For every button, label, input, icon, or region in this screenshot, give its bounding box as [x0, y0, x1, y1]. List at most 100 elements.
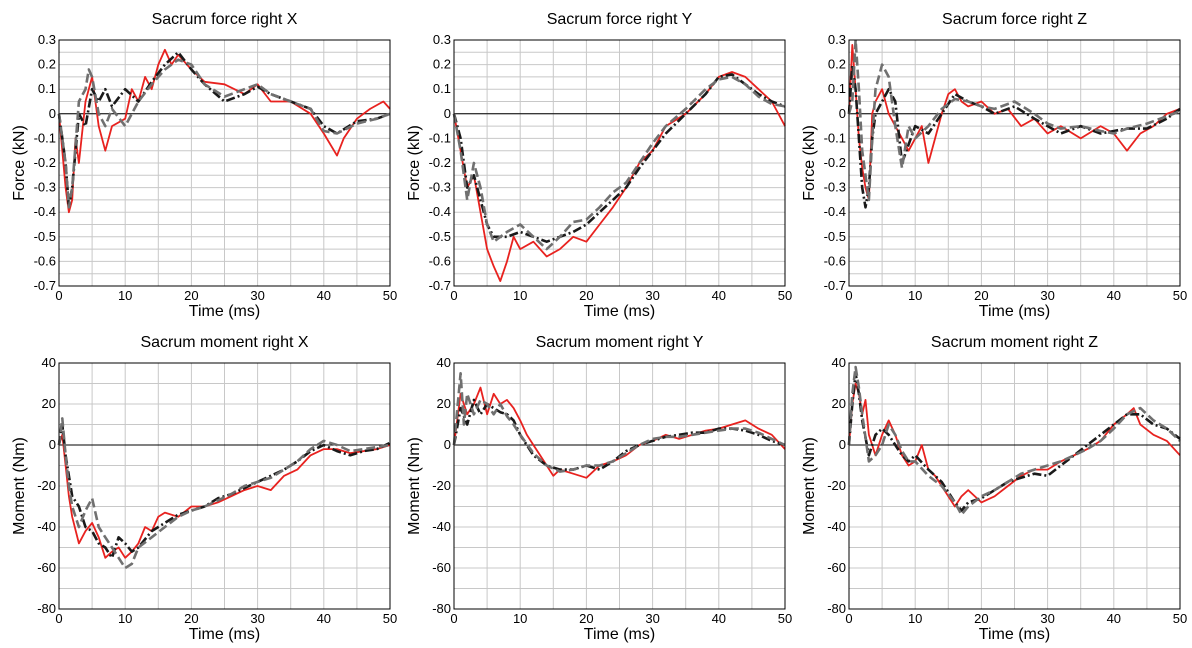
chart-title-sacrum-force-right-z: Sacrum force right Z	[942, 11, 1087, 28]
series-line-3	[57, 417, 391, 570]
y-tick-label: -0.7	[824, 278, 846, 293]
y-tick-label: 20	[42, 396, 56, 411]
y-tick-label: 0.3	[433, 32, 451, 47]
x-tick-label: 30	[250, 288, 264, 303]
y-tick-label: -0.6	[429, 253, 451, 268]
x-tick-label: 20	[579, 611, 593, 626]
y-tick-label: -40	[432, 519, 451, 534]
x-tick-label: 50	[383, 611, 397, 626]
y-tick-label: -0.6	[34, 253, 56, 268]
x-tick-label: 40	[317, 611, 331, 626]
x-tick-label: 10	[118, 288, 132, 303]
panel-sacrum-moment-right-z: 0 10 20 30 40 50 40 20 0 -20 -40 -60 -80 Sacrum momen…	[801, 334, 1187, 643]
series-line-3	[847, 38, 1181, 202]
y-tick-label: 20	[832, 396, 846, 411]
y-tick-label: -0.7	[429, 278, 451, 293]
y-tick-label: 0.3	[828, 32, 846, 47]
chart-title-sacrum-force-right-y: Sacrum force right Y	[547, 11, 693, 28]
x-tick-label: 40	[712, 288, 726, 303]
y-tick-label: -0.6	[824, 253, 846, 268]
y-tick-label: -80	[432, 601, 451, 616]
series-line-3	[57, 58, 391, 209]
x-tick-label: 10	[118, 611, 132, 626]
x-tick-label: 0	[450, 288, 457, 303]
x-tick-label: 0	[55, 288, 62, 303]
panel-sacrum-force-right-z: 0 10 20 30 40 50 0.3 0.2 0.1 0 -0.1 -0.2 -0.3 -0.4 -0.…	[801, 11, 1187, 320]
y-tick-label: -0.3	[429, 180, 451, 195]
x-tick-label: 0	[845, 288, 852, 303]
x-tick-label: 30	[645, 288, 659, 303]
y-tick-label: -40	[827, 519, 846, 534]
x-axis-label: Time (ms)	[584, 303, 655, 320]
plot-frame	[848, 362, 1181, 610]
x-tick-label: 0	[55, 611, 62, 626]
x-tick-label: 30	[1040, 611, 1054, 626]
y-tick-label: 0.2	[828, 57, 846, 72]
y-tick-label: -20	[37, 478, 56, 493]
y-tick-label: 0.2	[38, 57, 56, 72]
y-tick-label: 0	[839, 437, 846, 452]
x-tick-label: 0	[845, 611, 852, 626]
panel-sacrum-force-right-x: 0 10 20 30 40 50 0.3 0.2 0.1 0 -0.1 -0.2 -0.3 -0.4 -0.…	[11, 11, 397, 320]
series-line-1	[58, 48, 391, 214]
plot-frame	[58, 39, 391, 287]
y-tick-label: 0.1	[38, 81, 56, 96]
y-tick-label: -0.7	[34, 278, 56, 293]
series-line-2	[57, 423, 391, 560]
y-tick-label: -0.4	[824, 204, 846, 219]
x-axis-label: Time (ms)	[979, 626, 1050, 643]
x-tick-label: 10	[908, 288, 922, 303]
y-tick-label: -0.4	[34, 204, 56, 219]
y-tick-label: 0.1	[433, 81, 451, 96]
panel-sacrum-force-right-y: 0 10 20 30 40 50 0.3 0.2 0.1 0 -0.1 -0.2 -0.3 -0.4 -0.…	[406, 11, 792, 320]
y-tick-label: -0.1	[429, 130, 451, 145]
x-tick-label: 50	[778, 611, 792, 626]
series-line-3	[847, 365, 1181, 517]
y-tick-label: 0	[839, 106, 846, 121]
y-tick-label: -20	[432, 478, 451, 493]
y-axis-label: Force (kN)	[406, 125, 423, 201]
x-tick-label: 0	[450, 611, 457, 626]
chart-title-sacrum-moment-right-x: Sacrum moment right X	[140, 334, 308, 351]
y-axis-label: Moment (Nm)	[11, 437, 28, 535]
x-tick-label: 40	[317, 288, 331, 303]
x-axis-label: Time (ms)	[979, 303, 1050, 320]
y-tick-label: -0.4	[429, 204, 451, 219]
x-tick-label: 20	[579, 288, 593, 303]
x-tick-label: 10	[513, 288, 527, 303]
y-axis-label: Force (kN)	[11, 125, 28, 201]
y-tick-label: 40	[437, 355, 451, 370]
y-tick-label: 0.3	[38, 32, 56, 47]
y-tick-label: 0	[49, 106, 56, 121]
x-tick-label: 40	[1107, 611, 1121, 626]
x-tick-label: 30	[645, 611, 659, 626]
x-axis-label: Time (ms)	[189, 626, 260, 643]
y-tick-label: -0.5	[429, 229, 451, 244]
x-tick-label: 20	[184, 288, 198, 303]
series-line-3	[452, 75, 786, 251]
y-tick-label: 40	[832, 355, 846, 370]
chart-title-sacrum-moment-right-y: Sacrum moment right Y	[536, 334, 704, 351]
chart-title-sacrum-force-right-x: Sacrum force right X	[152, 11, 298, 28]
x-tick-label: 30	[250, 611, 264, 626]
y-tick-label: 0.1	[828, 81, 846, 96]
x-tick-label: 20	[974, 288, 988, 303]
panel-sacrum-moment-right-y: 0 10 20 30 40 50 40 20 0 -20 -40 -60 -80 Sacrum momen…	[406, 334, 792, 643]
series-line-1	[848, 382, 1181, 508]
series-line-1	[58, 433, 391, 559]
y-tick-label: -80	[37, 601, 56, 616]
y-tick-label: -60	[37, 560, 56, 575]
y-tick-label: -0.3	[34, 180, 56, 195]
y-tick-label: 0	[49, 437, 56, 452]
y-tick-label: 40	[42, 355, 56, 370]
y-tick-label: -0.1	[824, 130, 846, 145]
y-tick-label: 0	[444, 106, 451, 121]
y-axis-label: Moment (Nm)	[406, 437, 423, 535]
y-tick-label: 0	[444, 437, 451, 452]
y-tick-label: -0.5	[824, 229, 846, 244]
x-tick-label: 50	[778, 288, 792, 303]
y-tick-label: -0.1	[34, 130, 56, 145]
x-tick-label: 30	[1040, 288, 1054, 303]
x-tick-label: 20	[184, 611, 198, 626]
